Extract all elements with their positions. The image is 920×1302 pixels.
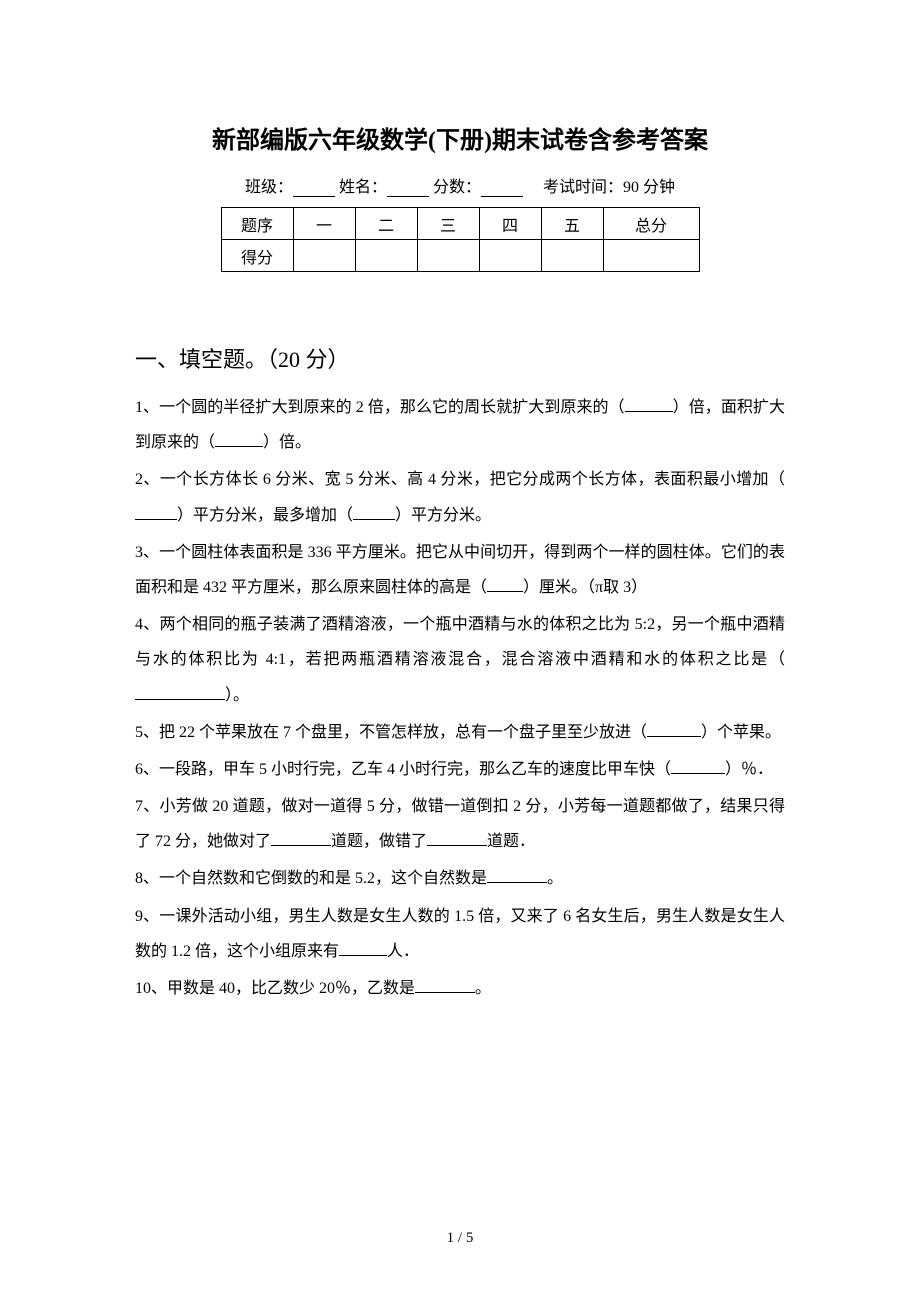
q2-text-c: ）平方分米。: [395, 507, 491, 524]
th-4: 四: [479, 208, 541, 240]
blank: [353, 506, 395, 520]
blank: [135, 686, 225, 700]
blank: [671, 760, 725, 774]
blank: [647, 723, 701, 737]
blank: [625, 398, 673, 412]
section-title: 一、填空题。（20 分）: [135, 342, 785, 374]
score-cell-5: [541, 240, 603, 272]
blank: [215, 433, 263, 447]
th-0: 题序: [221, 208, 293, 240]
score-blank: [481, 181, 523, 197]
question-9: 9、一课外活动小组，男生人数是女生人数的 1.5 倍，又来了 6 名女生后，男生…: [135, 899, 785, 969]
q2-text-a: 2、一个长方体长 6 分米、宽 5 分米、高 4 分米，把它分成两个长方体，表面…: [135, 471, 785, 488]
page-footer: 1 / 5: [0, 1230, 920, 1247]
q8-text-b: 。: [547, 870, 563, 887]
th-2: 二: [355, 208, 417, 240]
score-cell-4: [479, 240, 541, 272]
question-2: 2、一个长方体长 6 分米、宽 5 分米、高 4 分米，把它分成两个长方体，表面…: [135, 462, 785, 532]
class-blank: [293, 181, 335, 197]
info-line: 班级： 姓名： 分数： 考试时间：90 分钟: [135, 173, 785, 197]
score-row-label: 得分: [221, 240, 293, 272]
score-cell-1: [293, 240, 355, 272]
q1-text-a: 1、一个圆的半径扩大到原来的 2 倍，那么它的周长就扩大到原来的（: [135, 399, 625, 416]
question-3: 3、一个圆柱体表面积是 336 平方厘米。把它从中间切开，得到两个一样的圆柱体。…: [135, 535, 785, 605]
q9-text-a: 9、一课外活动小组，男生人数是女生人数的 1.5 倍，又来了 6 名女生后，男生…: [135, 908, 785, 960]
blank: [135, 506, 177, 520]
score-cell-3: [417, 240, 479, 272]
score-cell-total: [603, 240, 699, 272]
blank: [339, 942, 387, 956]
q9-text-b: 人．: [387, 943, 419, 960]
score-table: 题序 一 二 三 四 五 总分 得分: [221, 207, 700, 272]
blank: [427, 832, 487, 846]
q10-text-a: 10、甲数是 40，比乙数少 20％，乙数是: [135, 980, 415, 997]
q4-text-b: ）。: [225, 687, 249, 704]
name-label: 姓名：: [339, 179, 387, 196]
blank: [487, 578, 523, 592]
table-score-row: 得分: [221, 240, 699, 272]
q6-text-b: ）％．: [725, 761, 773, 778]
question-6: 6、一段路，甲车 5 小时行完，乙车 4 小时行完，那么乙车的速度比甲车快（ ）％…: [135, 752, 785, 787]
blank: [487, 869, 547, 883]
q7-text-b: 道题，做错了: [331, 833, 427, 850]
table-header-row: 题序 一 二 三 四 五 总分: [221, 208, 699, 240]
name-blank: [387, 181, 429, 197]
class-label: 班级：: [245, 179, 293, 196]
th-6: 总分: [603, 208, 699, 240]
q4-text-a: 4、两个相同的瓶子装满了酒精溶液，一个瓶中酒精与水的体积之比为 5:2，另一个瓶…: [135, 616, 785, 668]
question-8: 8、一个自然数和它倒数的和是 5.2，这个自然数是 。: [135, 861, 785, 896]
q6-text-a: 6、一段路，甲车 5 小时行完，乙车 4 小时行完，那么乙车的速度比甲车快（: [135, 761, 671, 778]
q3-text-b: ）厘米。（π取 3）: [523, 579, 647, 596]
q10-text-b: 。: [475, 980, 491, 997]
q2-text-b: ）平方分米，最多增加（: [177, 507, 353, 524]
th-3: 三: [417, 208, 479, 240]
question-7: 7、小芳做 20 道题，做对一道得 5 分，做错一道倒扣 2 分，小芳每一道题都…: [135, 789, 785, 859]
page-title: 新部编版六年级数学(下册)期末试卷含参考答案: [135, 120, 785, 155]
th-5: 五: [541, 208, 603, 240]
time-label: 考试时间：90 分钟: [543, 179, 675, 196]
question-4: 4、两个相同的瓶子装满了酒精溶液，一个瓶中酒精与水的体积之比为 5:2，另一个瓶…: [135, 607, 785, 713]
question-1: 1、一个圆的半径扩大到原来的 2 倍，那么它的周长就扩大到原来的（）倍，面积扩大…: [135, 390, 785, 460]
blank: [271, 832, 331, 846]
q7-text-c: 道题．: [487, 833, 535, 850]
score-label: 分数：: [433, 179, 481, 196]
blank: [415, 979, 475, 993]
score-cell-2: [355, 240, 417, 272]
q3-text-a: 3、一个圆柱体表面积是 336 平方厘米。把它从中间切开，得到两个一样的圆柱体。…: [135, 544, 785, 596]
question-10: 10、甲数是 40，比乙数少 20％，乙数是 。: [135, 971, 785, 1006]
q8-text-a: 8、一个自然数和它倒数的和是 5.2，这个自然数是: [135, 870, 487, 887]
q1-text-c: ）倍。: [263, 434, 311, 451]
q5-text-a: 5、把 22 个苹果放在 7 个盘里，不管怎样放，总有一个盘子里至少放进（: [135, 724, 647, 741]
q5-text-b: ）个苹果。: [701, 724, 781, 741]
th-1: 一: [293, 208, 355, 240]
question-5: 5、把 22 个苹果放在 7 个盘里，不管怎样放，总有一个盘子里至少放进（ ）个苹…: [135, 715, 785, 750]
